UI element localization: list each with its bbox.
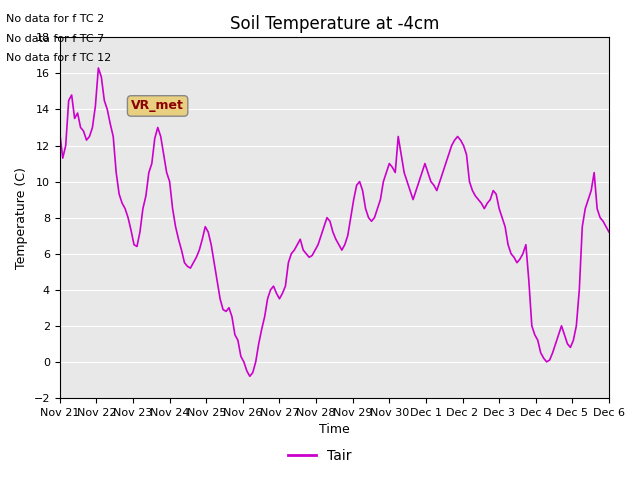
X-axis label: Time: Time bbox=[319, 423, 350, 436]
Legend: Tair: Tair bbox=[283, 443, 357, 468]
Title: Soil Temperature at -4cm: Soil Temperature at -4cm bbox=[230, 15, 439, 33]
Text: No data for f TC 7: No data for f TC 7 bbox=[6, 34, 105, 44]
Text: VR_met: VR_met bbox=[131, 99, 184, 112]
Text: No data for f TC 2: No data for f TC 2 bbox=[6, 14, 105, 24]
Text: No data for f TC 12: No data for f TC 12 bbox=[6, 53, 111, 63]
Y-axis label: Temperature (C): Temperature (C) bbox=[15, 167, 28, 269]
